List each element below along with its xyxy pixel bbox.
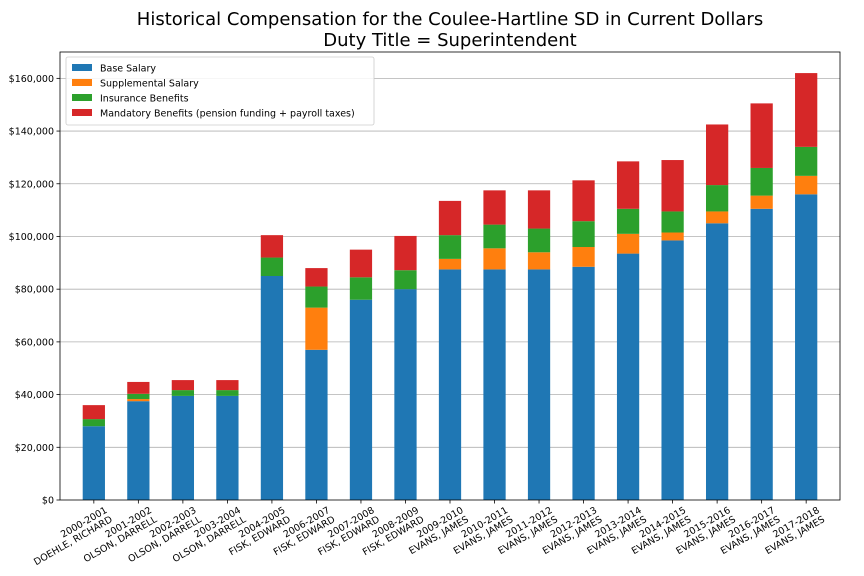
bar-segment	[483, 224, 506, 249]
bar-segment	[572, 221, 595, 248]
bar-segment	[82, 419, 105, 427]
bar-segment	[661, 232, 684, 241]
bar-segment	[483, 269, 506, 500]
bar-segment	[572, 247, 595, 267]
bar-segment	[438, 269, 462, 500]
bar-segment	[171, 380, 195, 391]
bar-segment	[349, 299, 373, 500]
bar-segment	[616, 208, 640, 234]
bar-segment	[216, 390, 239, 396]
bar-segment	[527, 190, 551, 229]
bar-segment	[349, 277, 373, 300]
chart-title: Historical Compensation for the Coulee-H…	[137, 9, 763, 30]
legend-label: Mandatory Benefits (pension funding + pa…	[100, 109, 355, 120]
bar-segment	[438, 235, 462, 259]
legend-swatch	[72, 64, 92, 71]
legend-label: Insurance Benefits	[100, 94, 189, 105]
y-tick-label: $20,000	[15, 443, 54, 454]
bar-segment	[527, 252, 551, 270]
bar-segment	[750, 195, 773, 209]
bar-segment	[705, 223, 729, 500]
bar-segment	[795, 73, 818, 147]
bar-segment	[305, 349, 328, 500]
bar-segment	[171, 390, 195, 396]
bar-segment	[394, 289, 417, 500]
bar-segment	[394, 270, 417, 290]
bar-segment	[661, 211, 684, 233]
bar-segment	[795, 175, 818, 195]
y-tick-label: $40,000	[15, 390, 54, 401]
bar-segment	[616, 161, 640, 209]
legend-swatch	[72, 94, 92, 101]
bar-segment	[527, 228, 551, 253]
y-tick-label: $0	[42, 496, 54, 507]
bar-segment	[260, 235, 284, 258]
chart-subtitle: Duty Title = Superintendent	[323, 30, 576, 51]
bar-segment	[127, 399, 150, 402]
bar-segment	[305, 268, 328, 287]
y-tick-label: $120,000	[9, 179, 54, 190]
bar-segment	[483, 248, 506, 270]
legend: Base Salary Supplemental Salary Insurance …	[65, 56, 375, 126]
bar-segment	[750, 208, 773, 501]
y-tick-label: $160,000	[9, 74, 54, 85]
bar-segment	[127, 381, 150, 394]
legend-swatch	[72, 109, 92, 116]
bar-segment	[260, 257, 284, 276]
y-axis: $0 $20,000 $40,000 $60,000 $80,000 $100,000 $1…	[9, 74, 60, 507]
bar-segment	[750, 103, 773, 168]
bar-segment	[661, 240, 684, 500]
bar-segment	[394, 235, 417, 271]
bar-segment	[616, 233, 640, 254]
bar-segment	[260, 276, 284, 500]
bar-segment	[572, 180, 595, 222]
y-tick-label: $140,000	[9, 127, 54, 138]
bar-segment	[216, 380, 239, 391]
bar-segment	[705, 211, 729, 224]
bar-segment	[616, 253, 640, 500]
bar-segment	[795, 194, 818, 500]
legend-box	[65, 56, 375, 126]
bar-segment	[82, 405, 105, 420]
y-tick-label: $60,000	[15, 337, 54, 348]
bar-segment	[795, 146, 818, 176]
bars	[82, 73, 818, 501]
bar-segment	[750, 167, 773, 196]
legend-label: Supplemental Salary	[100, 79, 199, 90]
bar-segment	[483, 190, 506, 225]
bar-segment	[305, 286, 328, 308]
bar-segment	[705, 124, 729, 186]
bar-segment	[82, 426, 105, 500]
bar-segment	[171, 395, 195, 500]
legend-label: Base Salary	[100, 64, 156, 75]
bar-segment	[527, 269, 551, 500]
bar-segment	[661, 160, 684, 212]
bar-segment	[127, 401, 150, 500]
bar-segment	[705, 185, 729, 212]
y-tick-label: $100,000	[9, 232, 54, 243]
y-tick-label: $80,000	[15, 285, 54, 296]
bar-segment	[216, 395, 239, 500]
bar-segment	[305, 307, 328, 350]
bar-segment	[438, 258, 462, 270]
bar-segment	[438, 200, 462, 236]
bar-segment	[572, 266, 595, 500]
legend-swatch	[72, 79, 92, 86]
bar-segment	[127, 393, 150, 400]
bar-segment	[349, 249, 373, 278]
